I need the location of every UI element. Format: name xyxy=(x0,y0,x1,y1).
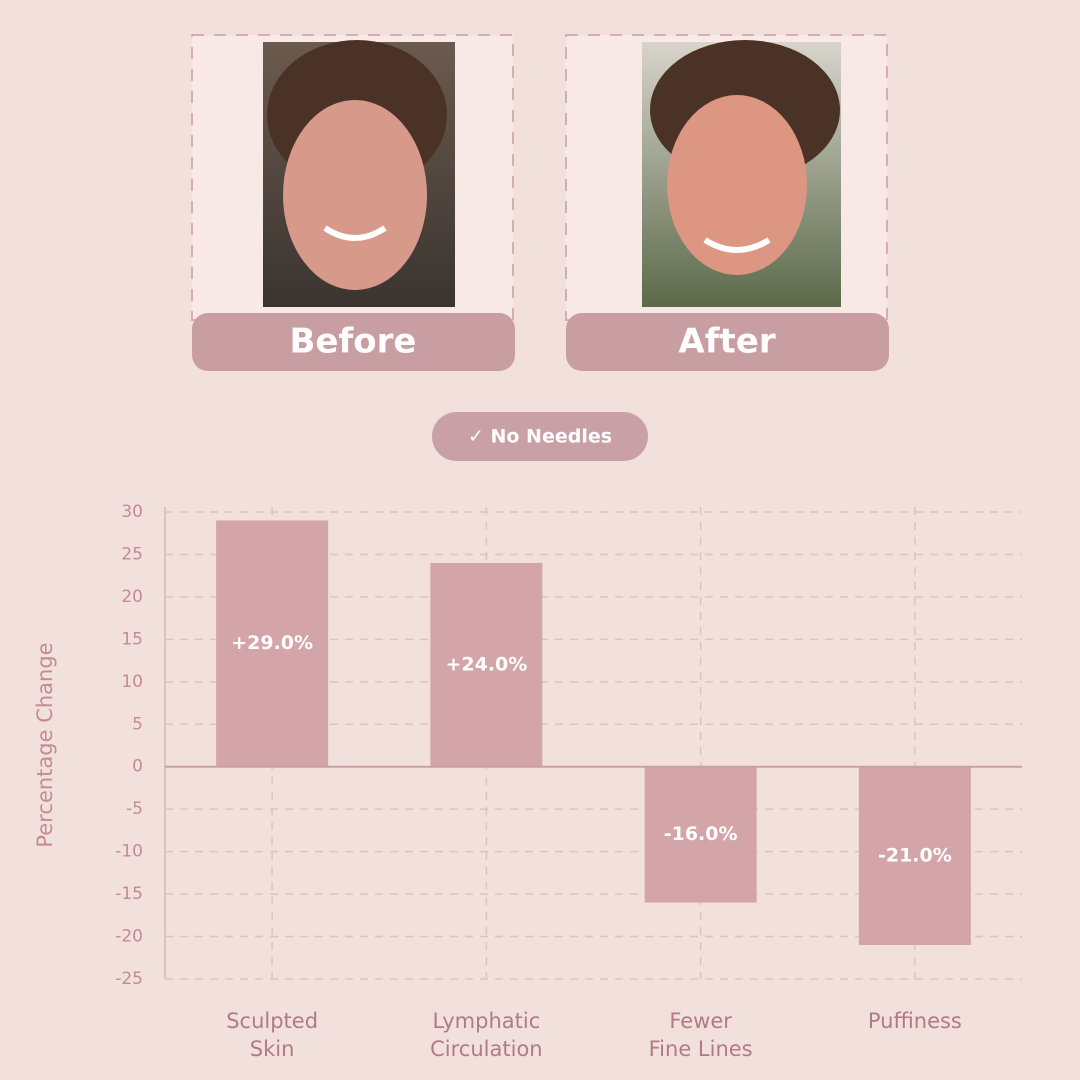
y-tick-label: 30 xyxy=(121,502,143,522)
value-label: +29.0% xyxy=(231,632,313,654)
x-tick-label: Lymphatic Circulation xyxy=(430,1009,543,1061)
bar xyxy=(858,766,971,946)
badge: ✓ No Needles xyxy=(432,412,648,461)
y-tick-label: 20 xyxy=(121,587,143,607)
badge-text: ✓ No Needles xyxy=(468,426,612,448)
x-tick-label: Puffiness xyxy=(867,1009,962,1033)
after-card: After xyxy=(565,34,889,371)
value-label: -21.0% xyxy=(878,844,952,866)
y-tick-label: 5 xyxy=(132,714,143,734)
after-label: After xyxy=(678,322,775,362)
y-tick-label: -10 xyxy=(115,842,143,862)
bar xyxy=(430,562,543,767)
x-tick-label: Sculpted Skin xyxy=(226,1009,319,1061)
value-label: +24.0% xyxy=(445,653,527,675)
y-tick-label: 15 xyxy=(121,629,143,649)
plot: 30 25 20 15 10 5 0 -5 -10 -15 -20 -25 +29.0% +24.0% -1… xyxy=(115,502,1022,989)
before-label: Before xyxy=(290,322,417,362)
y-tick-label: -25 xyxy=(115,969,143,989)
y-tick-label: 10 xyxy=(121,672,143,692)
before-card: Before xyxy=(191,34,515,371)
y-tick-label: 25 xyxy=(121,544,143,564)
bar xyxy=(216,520,329,767)
y-tick-label: -15 xyxy=(115,884,143,904)
y-tick-label: -5 xyxy=(126,799,143,819)
y-tick-label: 0 xyxy=(132,757,143,777)
y-axis-label: Percentage Change xyxy=(33,642,57,847)
y-tick-label: -20 xyxy=(115,927,143,947)
x-tick-label: Fewer Fine Lines xyxy=(648,1009,753,1061)
bar xyxy=(644,766,757,903)
value-label: -16.0% xyxy=(664,823,738,845)
